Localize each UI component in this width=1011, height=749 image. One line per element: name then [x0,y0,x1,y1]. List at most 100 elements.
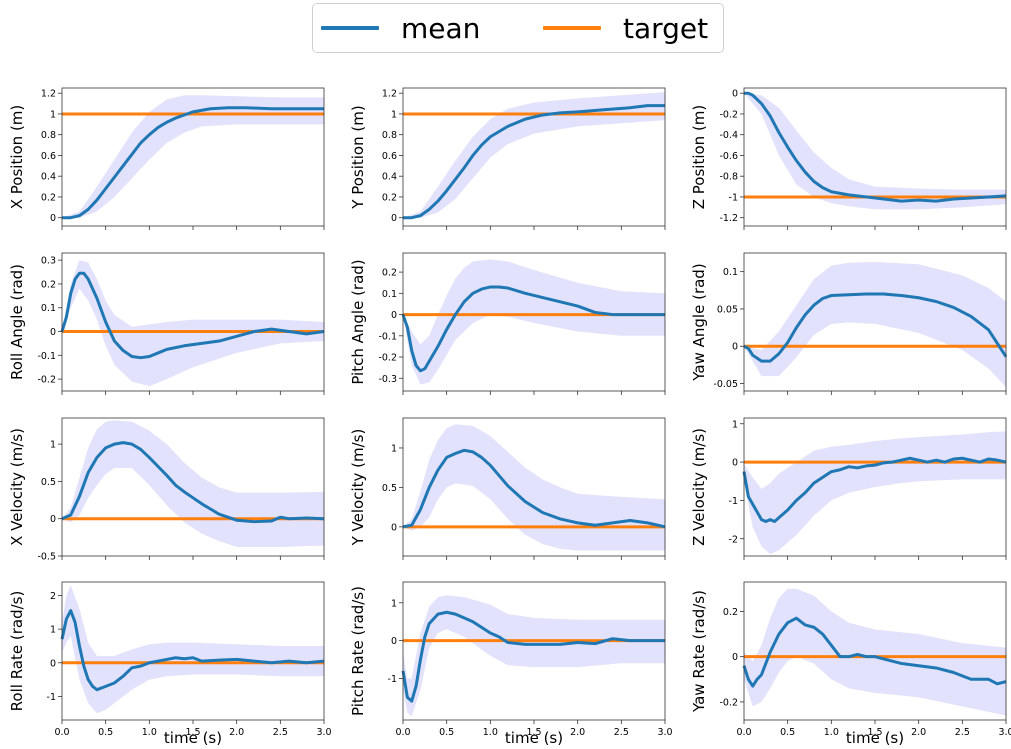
y-tick-label: -0.5 [37,552,56,563]
x-tick-label: 3.0 [657,727,672,738]
x-tick-label: 2.5 [614,727,629,738]
y-tick-label: 0 [50,514,56,525]
y-tick-label: 0.2 [41,279,56,290]
y-tick-label: -0.2 [719,697,738,708]
y-tick-label: 2 [50,591,56,602]
x-tick-label: 1.5 [185,727,200,738]
std-band [744,588,1006,716]
y-tick-label: 0 [391,213,397,224]
y-tick-label: 0 [391,636,397,647]
std-band [403,424,665,551]
x-tick-label: 2.5 [273,727,288,738]
y-tick-label: -0.3 [378,374,397,385]
y-tick-label: 0 [732,89,738,100]
y-tick-label: 1 [50,109,56,120]
subplot-11: -1 0 1 0.0 0.5 1.0 1.5 2.0 2.5 3.0 Pitch Rate (rad… [349,581,673,747]
y-tick-label: 1 [50,440,56,451]
y-axis-label: Roll Angle (rad) [8,264,26,380]
subplot-4: -0.2 -0.1 0 0.1 0.2 0.3 Roll Angle (rad) [8,252,325,395]
y-axis-label: Pitch Angle (rad) [349,259,367,384]
y-axis-label: Z Position (m) [690,105,708,210]
y-tick-label: 1.2 [382,89,397,100]
subplot-2: 0 0.2 0.4 0.6 0.8 1 1.2 Y Position (m) [349,87,666,230]
y-tick-label: 0.1 [41,303,56,314]
y-tick-label: -0.2 [378,353,397,364]
y-axis-label: Yaw Rate (rad/s) [690,590,708,713]
y-tick-label: 0 [732,342,738,353]
y-tick-label: -0.2 [719,109,738,120]
subplot-3: 0 -0.2 -0.4 -0.6 -0.8 -1 -1.2 Z Position (m) [690,87,1007,230]
y-axis-label: Z Velocity (m/s) [690,428,708,546]
subplot-9: -2 -1 0 1 Z Velocity (m/s) [690,417,1007,560]
y-tick-label: -0.4 [719,130,738,141]
y-tick-label: -0.05 [713,379,738,390]
y-axis-label: Roll Rate (rad/s) [8,591,26,712]
legend-swatch-mean [321,26,379,30]
mean-line [403,104,665,220]
y-tick-label: 0.1 [382,289,397,300]
y-tick-label: 1 [391,598,397,609]
legend-label-mean: mean [401,11,481,45]
y-tick-label: 0.6 [382,151,397,162]
y-tick-label: 0 [732,458,738,469]
y-tick-label: 0.3 [41,256,56,267]
y-tick-label: -0.6 [719,151,738,162]
y-tick-label: -0.2 [37,375,56,386]
x-axis-label: time (s) [505,729,563,747]
y-tick-label: -1.2 [719,213,738,224]
legend: mean target [312,3,724,53]
y-tick-label: -1 [47,692,56,703]
x-tick-label: 0.0 [395,727,410,738]
y-tick-label: 1 [732,419,738,430]
y-axis-label: Yaw Angle (rad) [690,263,708,381]
y-tick-label: 0 [50,658,56,669]
legend-item-mean: mean [321,4,480,52]
mean-line [401,285,665,373]
std-band [62,420,324,548]
x-tick-label: 0.0 [736,727,751,738]
y-tick-label: 1 [391,443,397,454]
y-tick-label: 0 [50,327,56,338]
subplot-7: -0.5 0 0.5 1 X Velocity (m/s) [8,417,325,563]
mean-line [61,441,325,524]
y-tick-label: 0.05 [717,304,738,315]
x-tick-label: 1.0 [142,727,157,738]
x-tick-label: 3.0 [998,727,1011,738]
y-tick-label: 1.2 [41,89,56,100]
subplot-1: 0 0.2 0.4 0.6 0.8 1 1.2 X Position (m) [8,87,325,230]
std-band [62,585,324,714]
subplot-10: -1 0 1 2 0.0 0.5 1.0 1.5 2.0 2.5 3.0 Roll Rate (rad… [8,581,332,747]
mean-line [401,610,665,703]
std-band [744,261,1006,388]
y-tick-label: 0.6 [41,151,56,162]
std-band [403,595,665,717]
x-tick-label: 2.0 [911,727,926,738]
x-tick-label: 0.0 [54,727,69,738]
mean-line [60,271,325,360]
y-tick-label: 0.2 [41,192,56,203]
y-tick-label: -1 [388,674,397,685]
std-band [403,259,665,385]
legend-swatch-target [543,26,601,30]
y-tick-label: 0.4 [41,172,56,183]
legend-item-target: target [543,4,708,52]
y-axis-label: X Velocity (m/s) [8,428,26,546]
y-tick-label: 0.1 [723,267,738,278]
mean-line [744,91,1007,203]
y-tick-label: -2 [729,534,738,545]
x-tick-label: 0.5 [98,727,113,738]
y-axis-label: Y Position (m) [349,105,367,209]
x-tick-label: 0.5 [439,727,454,738]
y-tick-label: -0.1 [37,351,56,362]
y-axis-label: Y Velocity (m/s) [349,429,367,547]
subplot-12: -0.2 0 0.2 0.0 0.5 1.0 1.5 2.0 2.5 3.0 Yaw Rate (r… [690,581,1011,747]
y-tick-label: 0.5 [382,483,397,494]
y-tick-label: -0.8 [719,172,738,183]
y-tick-label: 0.2 [382,192,397,203]
y-tick-label: 0.8 [382,130,397,141]
x-tick-label: 1.0 [824,727,839,738]
y-tick-label: -0.1 [378,331,397,342]
x-axis-label: time (s) [846,729,904,747]
std-band [744,93,1006,210]
